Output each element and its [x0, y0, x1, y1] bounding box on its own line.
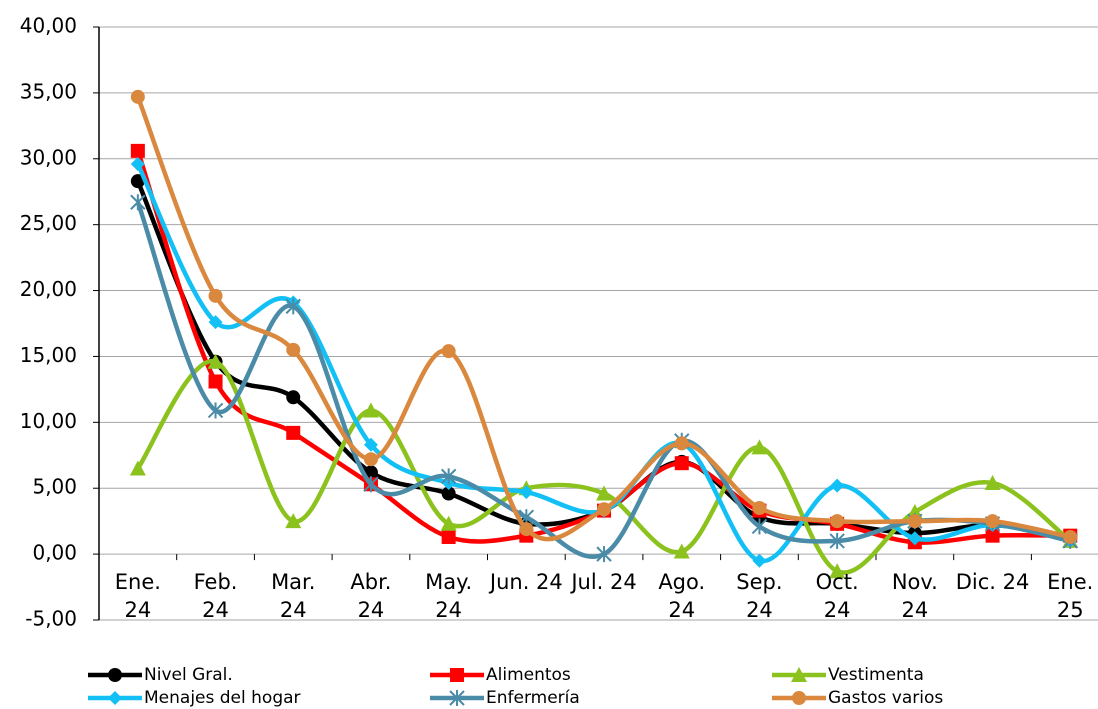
marker	[519, 485, 534, 500]
marker	[440, 515, 457, 531]
marker	[985, 528, 1000, 543]
marker	[363, 476, 379, 493]
marker	[208, 288, 223, 303]
x-tick-label: May. 24	[425, 570, 473, 622]
marker	[108, 668, 122, 682]
x-tick-label: Ene. 24	[114, 570, 161, 622]
legend-label: Enfermería	[486, 688, 580, 708]
marker	[363, 452, 378, 467]
legend-label: Nivel Gral.	[144, 665, 233, 685]
marker	[286, 390, 301, 405]
y-tick-label: -5,00	[25, 607, 77, 631]
marker	[792, 691, 806, 705]
marker	[830, 478, 845, 493]
x-tick-label: Dic. 24	[955, 570, 1030, 594]
marker	[130, 174, 145, 189]
marker	[752, 500, 767, 515]
marker	[285, 298, 301, 315]
marker	[596, 546, 612, 563]
marker	[829, 532, 845, 549]
marker	[108, 691, 122, 705]
marker	[907, 531, 922, 546]
marker	[207, 353, 224, 369]
series-line	[135, 150, 1071, 545]
marker	[674, 456, 689, 471]
y-tick-label: 40,00	[20, 14, 77, 38]
marker	[906, 503, 923, 519]
marker	[752, 553, 767, 568]
marker	[441, 344, 456, 359]
marker	[907, 514, 922, 529]
legend-label: Menajes del hogar	[144, 688, 301, 708]
marker	[829, 563, 846, 579]
marker	[830, 514, 845, 529]
x-tick-label: Jul. 24	[571, 570, 637, 594]
y-tick-label: 10,00	[20, 409, 77, 433]
marker	[519, 522, 534, 537]
marker	[440, 468, 457, 485]
marker	[285, 513, 302, 529]
marker	[450, 668, 464, 682]
marker	[208, 315, 223, 330]
y-tick-label: 30,00	[20, 145, 77, 169]
marker	[751, 439, 768, 455]
marker	[1063, 529, 1078, 544]
marker	[130, 143, 145, 158]
legend-label: Alimentos	[486, 665, 571, 685]
x-tick-label: Mar. 24	[271, 570, 316, 622]
legend-label: Vestimenta	[828, 665, 924, 685]
marker	[130, 157, 145, 172]
series-line	[135, 180, 1071, 540]
series-line	[135, 201, 1071, 559]
x-tick-label: Ene. 25	[1047, 570, 1094, 622]
marker	[207, 402, 224, 419]
marker	[673, 543, 690, 559]
marker	[596, 485, 613, 501]
marker	[286, 342, 301, 357]
marker	[130, 89, 145, 104]
y-tick-label: 0,00	[32, 541, 77, 565]
marker	[751, 518, 768, 535]
x-tick-label: Abr. 24	[350, 570, 392, 622]
series-line	[135, 96, 1071, 542]
marker	[130, 194, 146, 211]
y-tick-label: 20,00	[20, 277, 77, 301]
marker	[674, 436, 689, 451]
x-tick-label: Nov. 24	[891, 570, 938, 622]
marker	[597, 502, 612, 517]
y-tick-label: 35,00	[20, 79, 77, 103]
marker	[286, 425, 301, 440]
marker	[449, 690, 465, 706]
marker	[441, 486, 456, 501]
y-tick-label: 25,00	[20, 211, 77, 235]
x-tick-label: Oct. 24	[815, 570, 859, 622]
marker	[984, 474, 1001, 490]
marker	[985, 514, 1000, 529]
marker	[208, 374, 223, 389]
y-tick-label: 15,00	[20, 343, 77, 367]
marker	[441, 529, 456, 544]
legend-label: Gastos varios	[828, 688, 943, 708]
x-tick-label: Sep. 24	[736, 570, 783, 622]
marker	[129, 460, 146, 476]
marker	[791, 667, 807, 682]
marker	[362, 402, 379, 418]
marker	[363, 437, 378, 452]
y-tick-label: 5,00	[32, 475, 77, 499]
x-tick-label: Ago. 24	[658, 570, 706, 622]
x-tick-label: Feb. 24	[193, 570, 238, 622]
x-tick-label: Jun. 24	[489, 570, 563, 594]
